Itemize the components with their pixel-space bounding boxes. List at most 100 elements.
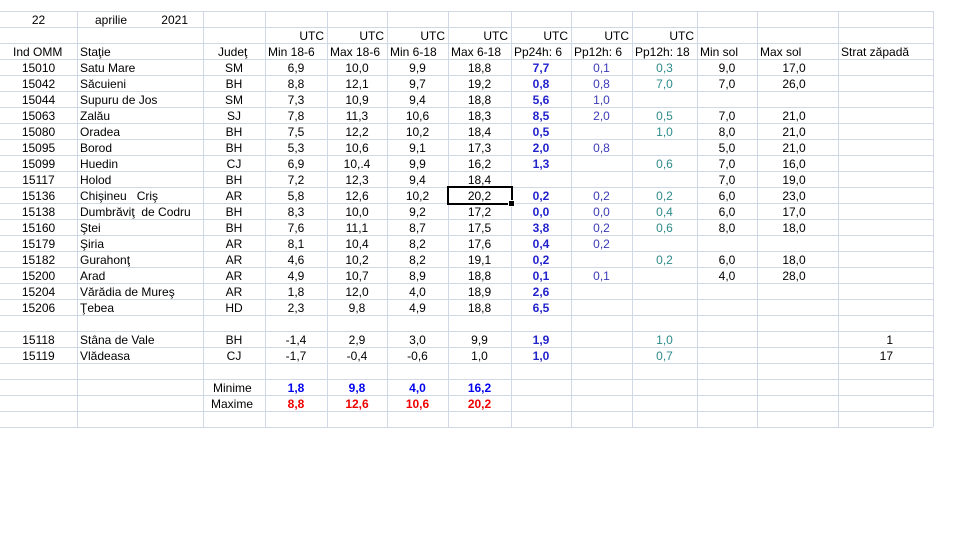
cell: 9,4	[409, 173, 426, 187]
cell: 15042	[21, 77, 56, 91]
column-header: Min 18-6	[268, 45, 315, 59]
date-day: 22	[31, 13, 46, 27]
cell: 0,1	[532, 269, 550, 283]
cell: 15179	[21, 237, 56, 251]
cell: 17,0	[782, 61, 806, 75]
cell: 0,6	[656, 221, 673, 235]
grid-line	[0, 299, 933, 300]
cell: 5,0	[718, 141, 736, 155]
cell: 8,8	[287, 77, 305, 91]
cell: BH	[225, 333, 243, 347]
grid-line	[0, 91, 933, 92]
cell: 9,4	[409, 93, 426, 107]
cell: 10,7	[345, 269, 369, 283]
summary-max: 20,2	[467, 397, 492, 411]
cell: Vărădia de Mureş	[80, 285, 175, 299]
cell: 15044	[21, 93, 56, 107]
grid-line	[0, 267, 933, 268]
cell: 1,3	[532, 157, 550, 171]
cell: 15010	[21, 61, 56, 75]
cell: SM	[225, 93, 243, 107]
selected-cell[interactable]	[447, 186, 513, 205]
grid-line	[0, 171, 933, 172]
cell: 15099	[21, 157, 56, 171]
grid-line	[0, 395, 933, 396]
cell: 7,0	[718, 109, 736, 123]
cell: 0,6	[656, 157, 673, 171]
summary-max: 10,6	[405, 397, 430, 411]
grid-line	[0, 139, 933, 140]
cell: 10,0	[345, 205, 369, 219]
cell: 21,0	[782, 109, 806, 123]
cell: 8,1	[287, 237, 305, 251]
column-header: Max 6-18	[451, 45, 502, 59]
grid-line	[0, 283, 933, 284]
cell: 4,6	[287, 253, 305, 267]
cell: 9,1	[409, 141, 426, 155]
cell: 15182	[21, 253, 56, 267]
cell: 1	[886, 333, 893, 347]
cell: -1,7	[285, 349, 307, 363]
grid-line	[838, 11, 839, 427]
cell: 6,9	[287, 61, 305, 75]
cell: 0,8	[593, 141, 610, 155]
cell: 15204	[21, 285, 56, 299]
cell: 17,3	[467, 141, 492, 155]
cell: 10,2	[345, 253, 369, 267]
cell: 6,5	[532, 301, 550, 315]
grid-line	[632, 11, 633, 427]
cell: 5,6	[532, 93, 550, 107]
column-header: Pp12h: 6	[574, 45, 623, 59]
cell: Satu Mare	[80, 61, 136, 75]
cell: 9,0	[718, 61, 736, 75]
cell: 15200	[21, 269, 56, 283]
summary-max: 12,6	[345, 397, 369, 411]
summary-label: Minime	[213, 381, 252, 395]
cell: 10,4	[345, 237, 369, 251]
cell: 4,0	[718, 269, 736, 283]
cell: BH	[225, 221, 243, 235]
cell: AR	[225, 269, 243, 283]
cell: 23,0	[782, 189, 806, 203]
summary-min: 4,0	[409, 381, 426, 395]
cell: 7,7	[532, 61, 550, 75]
grid-line	[327, 11, 328, 427]
cell: Supuru de Jos	[80, 93, 158, 107]
cell: 0,2	[656, 189, 673, 203]
cell: 17,6	[467, 237, 492, 251]
cell: 5,3	[287, 141, 305, 155]
cell: 2,0	[532, 141, 550, 155]
summary-min: 1,8	[287, 381, 305, 395]
cell: 1,0	[656, 333, 673, 347]
cell: Holod	[80, 173, 112, 187]
utc-label: UTC	[359, 29, 384, 43]
cell: 18,0	[782, 253, 806, 267]
cell: 26,0	[782, 77, 806, 91]
cell: 12,1	[345, 77, 369, 91]
cell: 0,1	[593, 269, 610, 283]
cell: 12,6	[345, 189, 369, 203]
grid-line	[0, 59, 933, 60]
cell: 0,2	[656, 253, 673, 267]
cell: CJ	[226, 349, 242, 363]
grid-line	[511, 11, 512, 427]
cell: 7,3	[287, 93, 305, 107]
cell: 7,0	[656, 77, 673, 91]
cell: Borod	[80, 141, 113, 155]
cell: 0,8	[593, 77, 610, 91]
cell: BH	[225, 77, 243, 91]
cell: 8,0	[718, 221, 736, 235]
cell: 8,5	[532, 109, 550, 123]
cell: 0,0	[532, 205, 550, 219]
cell: 8,0	[718, 125, 736, 139]
cell: 3,0	[409, 333, 426, 347]
grid-line	[571, 11, 572, 427]
fill-handle[interactable]	[508, 200, 515, 207]
cell: 0,2	[593, 221, 610, 235]
cell: 18,4	[467, 173, 492, 187]
cell: 1,0	[471, 349, 488, 363]
cell: 18,3	[467, 109, 492, 123]
cell: 8,2	[409, 237, 426, 251]
cell: Huedin	[80, 157, 119, 171]
cell: 28,0	[782, 269, 806, 283]
